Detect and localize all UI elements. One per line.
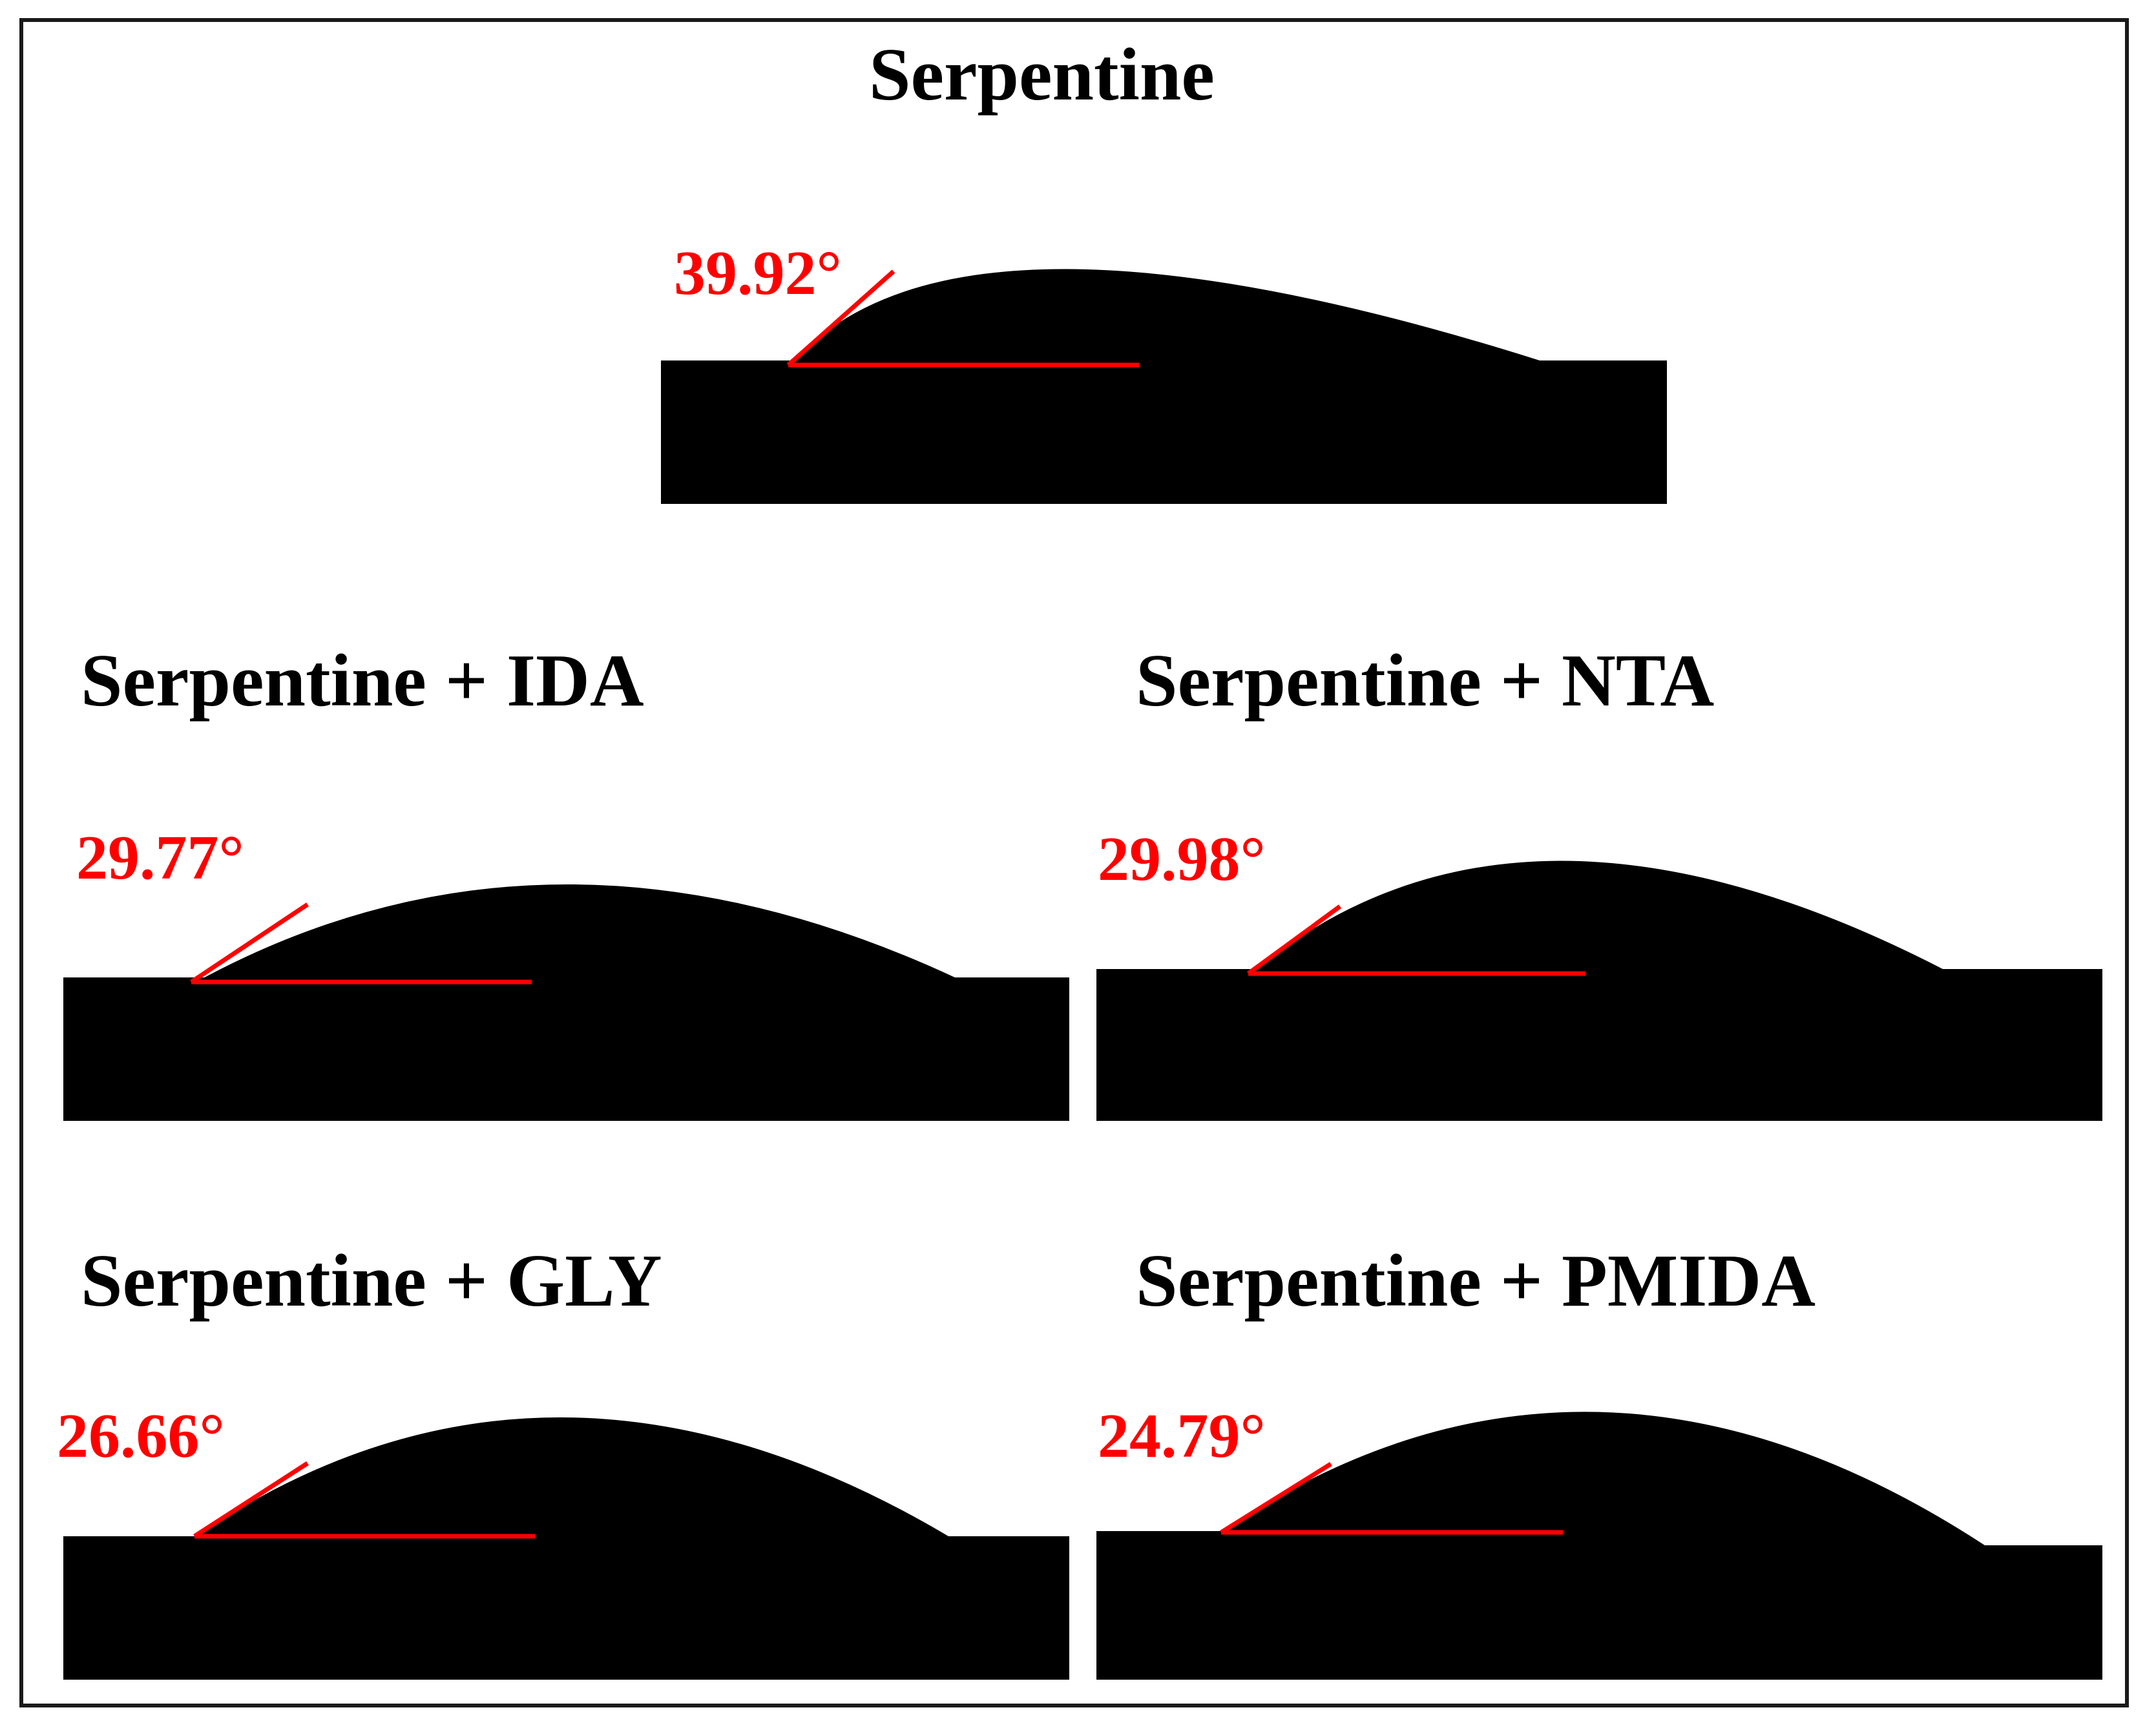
tangent-line [786,269,895,367]
substrate-surface [661,360,1667,504]
substrate-surface [1096,969,2102,1121]
panel-title-serpentine: Serpentine [869,34,1215,116]
water-droplet [1096,1412,2102,1552]
substrate-surface [63,1536,1069,1680]
substrate-surface [63,977,1069,1121]
droplet-photo-pmida: 24.79° [1096,1370,2102,1680]
contact-angle-label: 26.66° [57,1401,225,1471]
water-droplet [196,1417,1069,1536]
substrate-surface [1096,1545,2102,1680]
droplet-photo-nta: 29.98° [1096,808,2102,1121]
tangent-line [1246,904,1342,976]
water-droplet [788,269,1667,367]
contact-angle-label: 24.79° [1098,1401,1266,1471]
panel-title-pmida: Serpentine + PMIDA [1136,1240,1816,1322]
droplet-photo-gly: 26.66° [57,1370,1069,1680]
tangent-line [190,903,309,984]
droplet-photo-ida: 29.77° [63,808,1069,1121]
tangent-line [193,1461,309,1538]
contact-angle-label: 29.77° [76,823,244,893]
panel-title-gly: Serpentine + GLY [81,1240,662,1322]
panel-title-nta: Serpentine + NTA [1136,640,1715,722]
water-droplet [193,884,1069,984]
contact-angle-label: 29.98° [1098,824,1266,894]
contact-angle-label: 39.92° [674,238,842,308]
water-droplet [1248,861,2102,976]
panel-title-ida: Serpentine + IDA [81,640,644,722]
droplet-photo-serpentine: 39.92° [661,220,1667,504]
tangent-line [1220,1462,1332,1534]
